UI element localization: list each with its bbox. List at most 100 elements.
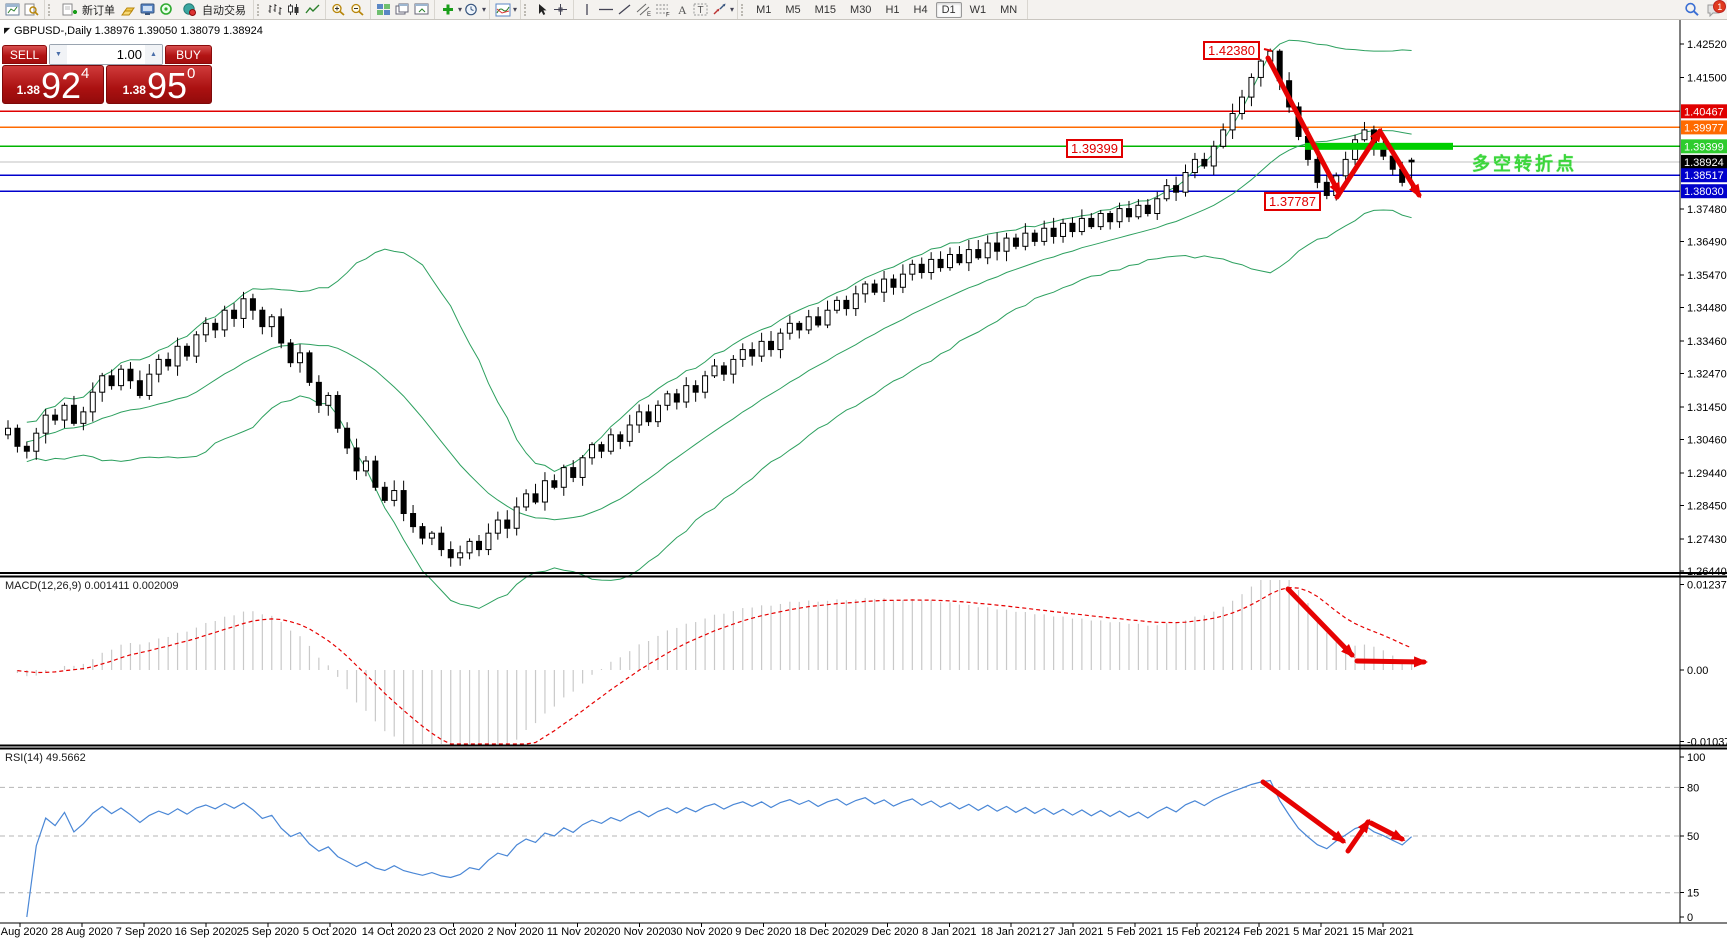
text-label-icon[interactable]: T [691,1,710,18]
crosshair-icon[interactable] [551,1,570,18]
notification-icon[interactable]: 1 [1705,0,1726,18]
vertical-line-icon[interactable] [577,1,596,18]
ohlc-bars-icon[interactable] [265,1,284,18]
svg-text:T: T [698,5,704,16]
toolbar-grip [741,3,746,16]
toolbar-grip [48,3,53,16]
timeframe-h1[interactable]: H1 [885,3,900,16]
chevron-down-icon[interactable]: ▾ [458,5,463,14]
price-tick-label: 1.34480 [1687,303,1727,315]
gold-icon[interactable] [119,1,138,18]
price-tick-label: 1.36490 [1687,237,1727,249]
timeframe-w1[interactable]: W1 [969,3,987,16]
high-price-tag[interactable]: 1.42380 [1203,41,1260,60]
layout-group [371,0,435,19]
timeframe-m30[interactable]: M30 [850,3,872,16]
fibonacci-icon[interactable]: F [653,1,672,18]
sell-button[interactable]: SELL [2,45,47,64]
price-badge-label: 1.39399 [1684,141,1724,153]
svg-text:E: E [647,12,651,17]
quote-line: GBPUSD-,Daily 1.38976 1.39050 1.38079 1.… [14,25,263,37]
price-badge-label: 1.38030 [1684,186,1724,198]
price-tick-label: 1.41500 [1687,72,1727,84]
trendline-icon[interactable] [615,1,634,18]
price-badge-label: 1.38517 [1684,170,1724,182]
date-tick-label: 18 Dec 2020 [794,926,856,938]
svg-text:A: A [678,3,687,16]
horizontal-line-icon[interactable] [596,1,615,18]
price-tick-label: 1.29440 [1687,468,1727,480]
cursor-group [521,0,575,19]
chevron-down-icon[interactable]: ▾ [513,5,518,14]
cascade-windows-icon[interactable] [393,1,412,18]
chevron-down-icon[interactable]: ▾ [730,5,735,14]
auto-trading-button[interactable]: 自动交易 [176,1,250,18]
price-tick-label: 1.27430 [1687,534,1727,546]
price-tick-label: 1.32470 [1687,369,1727,381]
search-icon[interactable] [1682,1,1701,18]
terminal-icon[interactable] [138,1,157,18]
date-tick-label: 27 Jan 2021 [1043,926,1104,938]
volume-up-button[interactable]: ▲ [145,45,162,64]
new-order-button[interactable]: 新订单 [56,1,119,18]
timeframe-d1[interactable]: D1 [935,1,962,18]
timeframe-mn[interactable]: MN [1000,3,1018,16]
volume-down-button[interactable]: ▼ [50,45,67,64]
volume-input[interactable]: 1.00 [116,47,142,62]
price-badge [1681,104,1727,119]
equidistant-channel-icon[interactable]: E [634,1,653,18]
arrows-objects-icon[interactable] [710,1,729,18]
chart-canvas[interactable]: 1.42520 1.41500 1.37480 1.36490 1.35470 1.344… [0,19,1727,938]
timeframe-m1[interactable]: M1 [756,3,772,16]
buy-button[interactable]: BUY [165,45,212,64]
thick-support-line[interactable] [1305,142,1453,150]
zoom-out-icon[interactable] [348,1,367,18]
buy-price-panel[interactable]: 1.38 95 0 [106,65,212,104]
price-badge [1681,168,1727,183]
new-order-icon [60,1,79,18]
date-tick-label: 15 Mar 2021 [1352,926,1414,938]
chart-window-icon[interactable] [3,1,22,18]
cursor-icon[interactable] [532,1,551,18]
oneclick-collapse-icon[interactable]: ◤ [4,26,11,35]
level-lines[interactable] [0,110,1680,192]
rsi-tick-label: 0 [1687,912,1693,924]
price-badge-label: 1.38924 [1684,157,1724,169]
tile-windows-icon[interactable] [374,1,393,18]
low-price-tag[interactable]: 1.37787 [1264,192,1321,211]
indicators-group: ▾ [490,0,522,19]
turning-point-note[interactable]: 多空转折点 [1472,154,1577,174]
text-icon[interactable]: A [672,1,691,18]
market-watch-icon[interactable] [22,1,41,18]
sell-price-big: 92 [40,65,82,106]
chart-type-group [254,0,326,19]
rsi-pane-label: RSI(14) 49.5662 [5,752,86,764]
chevron-down-icon[interactable]: ▾ [482,5,487,14]
date-tick-label: 23 Oct 2020 [424,926,484,938]
rsi-levels [0,786,1680,894]
date-tick-label: 16 Sep 2020 [175,926,237,938]
axes [0,19,1727,927]
date-tick-label: 28 Aug 2020 [51,926,113,938]
new-chart-plus-icon[interactable] [438,1,457,18]
indicators-icon[interactable] [493,1,512,18]
timeframe-m5[interactable]: M5 [785,3,801,16]
date-tick-label: 8 Jan 2021 [922,926,976,938]
date-tick-label: 24 Feb 2021 [1228,926,1290,938]
candlestick-icon[interactable] [284,1,303,18]
timeframe-group: M1 M5 M15 M30 H1 H4 D1 W1 MN [738,0,1029,19]
date-tick-label: 2 Nov 2020 [487,926,543,938]
macd-signal-line [17,586,1412,745]
zoom-in-icon[interactable] [329,1,348,18]
level-price-tag[interactable]: 1.39399 [1066,139,1123,158]
signal-icon[interactable] [157,1,176,18]
price-tick-label: 1.28450 [1687,500,1727,512]
line-chart-icon[interactable] [303,1,322,18]
arrange-windows-icon[interactable] [412,1,431,18]
period-clock-icon[interactable] [462,1,481,18]
svg-text:F: F [666,12,670,17]
sell-price-panel[interactable]: 1.38 92 4 [2,65,104,104]
timeframe-h4[interactable]: H4 [913,3,928,16]
timeframe-m15[interactable]: M15 [814,3,837,16]
trend-arrows[interactable] [1260,55,1428,854]
